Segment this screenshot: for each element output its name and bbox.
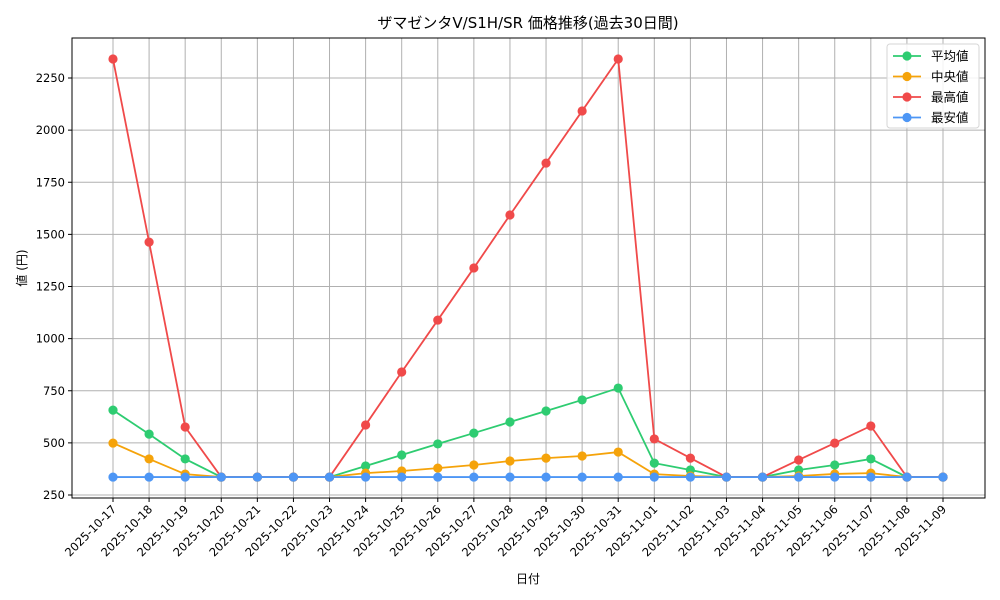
data-point-marker: [613, 447, 623, 457]
data-point-marker: [505, 210, 515, 220]
series-line: [112, 56, 943, 478]
data-point-marker: [397, 367, 407, 377]
y-axis-label: 値 (円): [14, 249, 29, 286]
data-point-marker: [541, 453, 551, 463]
data-point-marker: [613, 383, 623, 393]
y-tick-label: 1000: [36, 332, 65, 346]
y-tick-label: 1750: [36, 175, 65, 189]
series-2: [108, 54, 948, 482]
data-point-marker: [397, 472, 407, 482]
data-point-marker: [397, 450, 407, 460]
data-point-marker: [252, 472, 262, 482]
data-point-marker: [180, 454, 190, 464]
data-point-marker: [108, 54, 118, 64]
data-point-marker: [108, 438, 118, 448]
data-point-marker: [577, 106, 587, 116]
legend-box: [886, 43, 980, 129]
legend-label: 平均値: [931, 49, 969, 64]
legend-marker-icon: [902, 112, 912, 123]
data-point-marker: [866, 472, 876, 482]
data-point-marker: [433, 439, 443, 449]
legend-label: 最安値: [931, 110, 969, 125]
y-tick-label: 1250: [36, 280, 65, 294]
y-tick-label: 250: [43, 488, 65, 502]
legend-label: 最高値: [931, 90, 969, 105]
series-3: [108, 472, 948, 482]
data-point-marker: [541, 158, 551, 168]
series-line: [112, 442, 943, 478]
data-point-marker: [216, 472, 226, 482]
data-point-marker: [361, 461, 371, 471]
series-0: [108, 383, 948, 482]
data-point-marker: [902, 472, 912, 482]
data-point-marker: [685, 472, 695, 482]
data-point-marker: [144, 472, 154, 482]
data-point-marker: [577, 395, 587, 405]
data-point-marker: [505, 456, 515, 466]
data-point-marker: [721, 472, 732, 482]
chart-title: ザマゼンタV/S1H/SR 価格推移(過去30日間): [377, 14, 678, 32]
data-point-marker: [541, 406, 551, 416]
data-point-marker: [794, 472, 804, 482]
data-point-marker: [433, 315, 443, 325]
data-point-marker: [144, 429, 154, 439]
data-point-marker: [469, 472, 479, 482]
data-point-marker: [144, 237, 154, 247]
data-point-marker: [649, 434, 659, 444]
data-point-marker: [613, 54, 623, 64]
data-point-marker: [108, 405, 118, 415]
data-point-marker: [469, 428, 479, 438]
data-point-marker: [288, 472, 299, 482]
data-point-marker: [866, 421, 876, 431]
data-point-marker: [469, 263, 479, 273]
data-point-marker: [830, 460, 840, 470]
data-point-marker: [180, 422, 190, 432]
data-point-marker: [541, 472, 551, 482]
legend-label: 中央値: [931, 69, 969, 84]
data-point-marker: [577, 472, 587, 482]
data-point-marker: [794, 455, 804, 465]
grid-lines: [72, 38, 985, 498]
x-axis-ticks: 2025-10-172025-10-182025-10-192025-10-20…: [62, 498, 949, 559]
data-point-marker: [469, 460, 479, 470]
data-point-marker: [433, 472, 443, 482]
data-point-marker: [108, 472, 118, 482]
data-point-marker: [361, 420, 371, 430]
data-point-marker: [505, 417, 515, 427]
data-point-marker: [361, 472, 371, 482]
legend-marker-icon: [902, 92, 912, 102]
data-point-marker: [144, 454, 154, 464]
data-point-marker: [649, 472, 659, 482]
data-point-marker: [757, 472, 768, 482]
data-point-marker: [866, 454, 876, 464]
data-point-marker: [649, 458, 659, 468]
data-series: [108, 54, 948, 482]
series-line: [112, 386, 943, 478]
legend-marker-icon: [902, 51, 912, 61]
data-point-marker: [613, 472, 623, 482]
y-axis-ticks: 250 500 750 1000 1250 1500 1750 2000 2250: [36, 71, 72, 502]
y-tick-label: 500: [43, 436, 65, 450]
x-axis-label: 日付: [516, 572, 540, 586]
plot-area-frame: [71, 37, 986, 499]
legend-marker-icon: [902, 71, 912, 82]
data-point-marker: [938, 472, 948, 482]
data-point-marker: [577, 451, 587, 461]
data-point-marker: [830, 438, 840, 448]
y-tick-label: 1500: [36, 227, 65, 241]
y-tick-label: 2250: [36, 71, 65, 85]
data-point-marker: [180, 472, 190, 482]
data-point-marker: [685, 453, 695, 463]
series-1: [108, 438, 948, 482]
data-point-marker: [324, 472, 335, 482]
y-tick-label: 2000: [36, 123, 65, 137]
data-point-marker: [433, 463, 443, 473]
data-point-marker: [830, 472, 840, 482]
y-tick-label: 750: [43, 384, 65, 398]
data-point-marker: [505, 472, 515, 482]
